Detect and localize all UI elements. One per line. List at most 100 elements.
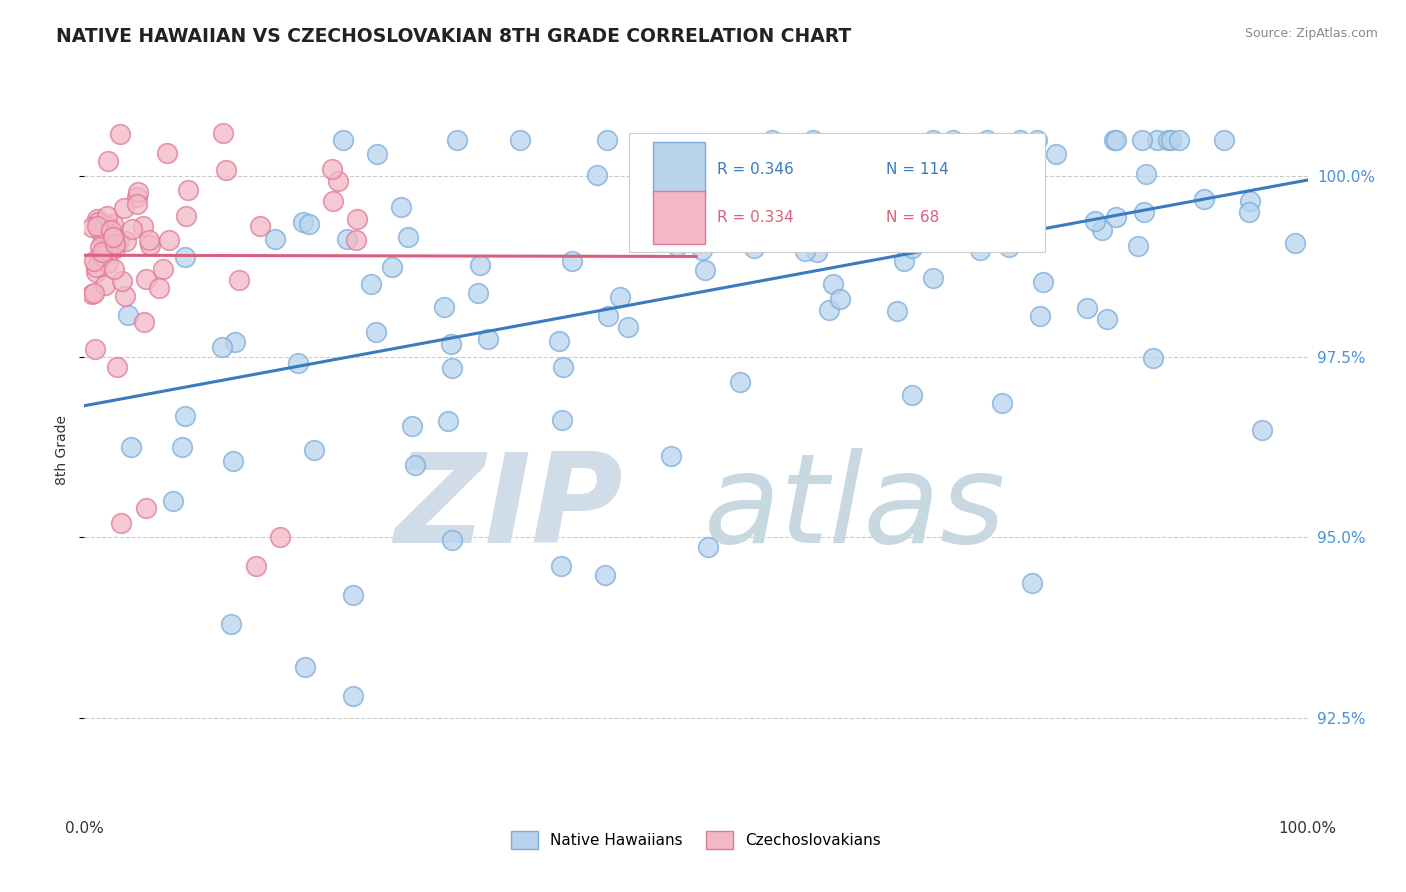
- Point: [907, 171, 929, 186]
- Point: [104, 231, 127, 245]
- Point: [823, 277, 845, 291]
- Point: [697, 540, 720, 554]
- Point: [1105, 211, 1128, 225]
- Point: [396, 230, 419, 244]
- Point: [86, 215, 108, 229]
- Point: [114, 234, 136, 248]
- Point: [1135, 167, 1157, 181]
- Point: [82, 220, 104, 235]
- Point: [976, 133, 998, 147]
- Point: [609, 290, 631, 304]
- Point: [1237, 205, 1260, 219]
- Point: [366, 146, 388, 161]
- Point: [817, 302, 839, 317]
- Text: ZIP: ZIP: [394, 448, 623, 569]
- Point: [970, 199, 993, 213]
- Point: [440, 336, 463, 351]
- Point: [97, 256, 120, 270]
- Point: [630, 179, 652, 194]
- Point: [441, 533, 464, 547]
- Point: [1102, 133, 1125, 147]
- Point: [468, 258, 491, 272]
- Point: [1194, 192, 1216, 206]
- Point: [224, 335, 246, 350]
- Point: [744, 240, 766, 254]
- Point: [900, 388, 922, 402]
- Point: [97, 153, 120, 168]
- Point: [294, 660, 316, 674]
- Point: [960, 150, 983, 164]
- Point: [83, 254, 105, 268]
- FancyBboxPatch shape: [654, 191, 704, 244]
- Point: [80, 286, 103, 301]
- Point: [754, 219, 776, 233]
- Point: [132, 219, 155, 233]
- Point: [401, 419, 423, 434]
- Point: [86, 212, 108, 227]
- Point: [630, 157, 652, 171]
- Point: [212, 126, 235, 140]
- Point: [1168, 133, 1191, 147]
- Point: [1130, 133, 1153, 147]
- Point: [1284, 235, 1306, 250]
- Point: [446, 133, 468, 147]
- Point: [107, 234, 129, 248]
- Point: [690, 244, 713, 258]
- Text: Source: ZipAtlas.com: Source: ZipAtlas.com: [1244, 27, 1378, 40]
- Point: [228, 273, 250, 287]
- Point: [1091, 223, 1114, 237]
- Point: [1045, 146, 1067, 161]
- Point: [132, 315, 155, 329]
- Point: [596, 133, 619, 147]
- Point: [211, 340, 233, 354]
- Point: [298, 217, 321, 231]
- Point: [344, 233, 367, 247]
- Point: [598, 309, 620, 323]
- Text: R = 0.346: R = 0.346: [717, 161, 793, 177]
- Point: [1126, 239, 1149, 253]
- Point: [103, 230, 125, 244]
- FancyBboxPatch shape: [628, 133, 1045, 252]
- Text: N = 114: N = 114: [886, 161, 948, 177]
- Point: [321, 162, 343, 177]
- Point: [806, 245, 828, 260]
- Point: [893, 254, 915, 268]
- Point: [1095, 312, 1118, 326]
- Point: [441, 361, 464, 376]
- Point: [174, 409, 197, 424]
- Point: [219, 616, 242, 631]
- Point: [1212, 133, 1234, 147]
- Point: [222, 454, 245, 468]
- FancyBboxPatch shape: [654, 143, 704, 196]
- Point: [749, 223, 772, 237]
- Point: [112, 201, 135, 215]
- Point: [96, 209, 118, 223]
- Point: [991, 396, 1014, 410]
- Point: [886, 304, 908, 318]
- Point: [91, 245, 114, 260]
- Point: [172, 441, 194, 455]
- Point: [1105, 133, 1128, 147]
- Point: [813, 205, 835, 219]
- Point: [728, 375, 751, 389]
- Point: [1084, 214, 1107, 228]
- Point: [1026, 133, 1049, 147]
- Point: [852, 225, 875, 239]
- Point: [585, 169, 607, 183]
- Point: [793, 244, 815, 259]
- Point: [972, 153, 994, 168]
- Point: [360, 277, 382, 291]
- Point: [1142, 351, 1164, 366]
- Point: [477, 333, 499, 347]
- Point: [103, 217, 125, 231]
- Point: [617, 320, 640, 334]
- Point: [135, 501, 157, 516]
- Point: [467, 286, 489, 301]
- Point: [103, 230, 125, 244]
- Point: [666, 238, 689, 252]
- Point: [100, 223, 122, 237]
- Point: [366, 325, 388, 339]
- Point: [93, 222, 115, 236]
- Point: [561, 253, 583, 268]
- Point: [904, 183, 927, 197]
